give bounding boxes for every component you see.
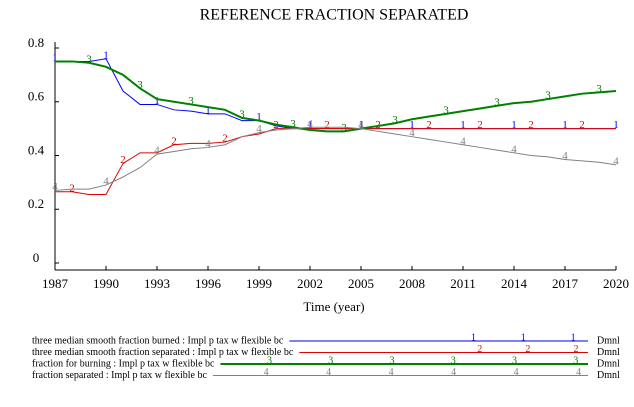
series-marker: 3	[188, 95, 194, 107]
series-marker: 1	[511, 119, 517, 131]
x-tick-label: 2008	[399, 276, 425, 291]
x-tick-label: 1993	[144, 276, 170, 291]
legend-marker: 4	[389, 367, 394, 378]
series-marker: 4	[511, 143, 517, 155]
x-tick-label: 1999	[246, 276, 272, 291]
y-tick-label: 0	[33, 250, 40, 265]
legend-marker: 4	[514, 367, 519, 378]
series-marker: 2	[120, 154, 126, 166]
legend-marker: 3	[451, 355, 456, 366]
legend-label: fraction for burning : Impl p tax w flex…	[32, 358, 215, 369]
series-marker: 4	[103, 176, 109, 188]
series-marker: 4	[358, 119, 364, 131]
series-marker: 2	[477, 119, 483, 131]
x-tick-label: 2020	[603, 276, 629, 291]
x-tick-label: 2017	[552, 276, 579, 291]
legend-unit: Dmnl	[597, 335, 620, 346]
series-marker: 4	[307, 118, 313, 130]
legend-marker: 4	[451, 367, 456, 378]
x-tick-label: 1990	[93, 276, 119, 291]
legend-marker: 3	[512, 355, 517, 366]
x-tick-label: 1996	[195, 276, 222, 291]
series-marker: 1	[358, 119, 364, 131]
legend-unit: Dmnl	[597, 358, 620, 369]
y-tick-label: 0.8	[28, 35, 44, 50]
legend-marker: 2	[573, 344, 578, 355]
series-marker: 4	[205, 138, 211, 150]
legend-marker: 3	[573, 355, 578, 366]
series-marker: 2	[528, 119, 534, 131]
series-marker: 2	[426, 119, 432, 131]
series-marker: 2	[579, 119, 585, 131]
legend-marker: 3	[267, 355, 272, 366]
y-tick-label: 0.6	[28, 89, 45, 104]
series-marker: 1	[52, 52, 58, 64]
legend-unit: Dmnl	[597, 347, 620, 358]
x-tick-label: 2014	[501, 276, 528, 291]
series-marker: 1	[562, 119, 568, 131]
y-tick-label: 0.2	[28, 196, 44, 211]
legend-unit: Dmnl	[597, 370, 620, 381]
series-marker: 1	[409, 119, 415, 131]
series-marker: 4	[562, 150, 568, 162]
series-marker: 3	[545, 90, 551, 102]
legend-marker: 1	[571, 332, 576, 343]
x-tick-label: 2002	[297, 276, 323, 291]
series-marker: 1	[307, 119, 313, 131]
y-tick-label: 0.4	[28, 142, 45, 157]
x-axis-label: Time (year)	[303, 299, 364, 314]
legend-marker: 2	[525, 344, 530, 355]
series-marker: 2	[324, 119, 330, 131]
series-marker: 4	[52, 181, 58, 193]
series-marker: 2	[171, 135, 177, 147]
legend-marker: 2	[477, 344, 482, 355]
series-line	[55, 58, 616, 130]
legend-label: fraction separated : Impl p tax w flexib…	[32, 370, 207, 381]
series-marker: 4	[154, 145, 160, 157]
series-marker: 1	[154, 95, 160, 107]
series-marker: 3	[392, 114, 398, 126]
series-marker: 3	[239, 108, 245, 120]
legend-marker: 3	[389, 355, 394, 366]
legend-marker: 1	[471, 332, 476, 343]
x-tick-label: 2005	[348, 276, 374, 291]
legend-label: three median smooth fraction burned : Im…	[32, 335, 284, 346]
series-marker: 1	[460, 119, 466, 131]
x-tick-label: 1987	[42, 276, 69, 291]
series-marker: 4	[409, 127, 415, 139]
legend-label: three median smooth fraction separated :…	[32, 347, 294, 358]
series-marker: 3	[137, 79, 143, 91]
x-tick-label: 2011	[450, 276, 476, 291]
series-line	[54, 126, 617, 191]
legend-marker: 3	[328, 355, 333, 366]
legend-marker: 1	[521, 332, 526, 343]
series-line	[55, 128, 616, 195]
series-marker: 3	[290, 118, 296, 130]
series-marker: 3	[443, 104, 449, 116]
series-marker: 3	[596, 83, 602, 95]
series-marker: 3	[494, 96, 500, 108]
series-marker: 2	[69, 182, 75, 194]
series-marker: 2	[222, 133, 228, 145]
series-marker: 4	[256, 123, 262, 135]
series-marker: 4	[460, 135, 466, 147]
legend-marker: 4	[576, 367, 581, 378]
chart-title: REFERENCE FRACTION SEPARATED	[200, 7, 469, 24]
series-marker: 3	[86, 53, 92, 65]
legend-marker: 4	[326, 367, 331, 378]
series-marker: 1	[256, 111, 262, 123]
series-marker: 3	[341, 122, 347, 134]
series-line	[55, 60, 617, 133]
series-marker: 1	[205, 104, 211, 116]
series-marker: 1	[613, 119, 619, 131]
series-marker: 1	[103, 49, 109, 61]
legend-marker: 4	[264, 367, 269, 378]
series-marker: 4	[613, 155, 619, 167]
